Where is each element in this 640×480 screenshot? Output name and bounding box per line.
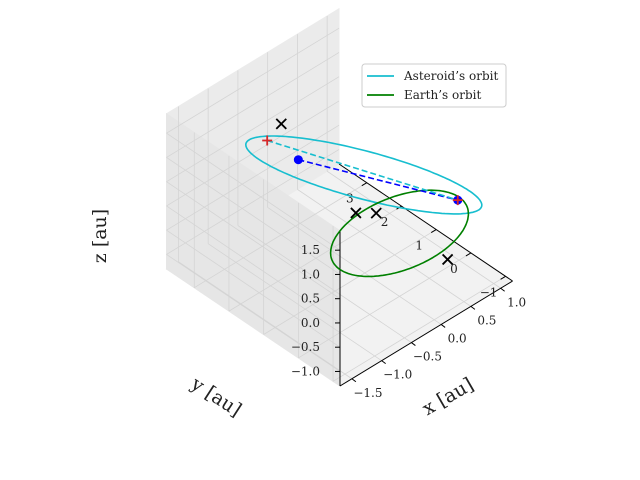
grid-line-y-floor (228, 205, 402, 312)
grid-line-x-floor (207, 243, 382, 361)
y-tick-label: 1 (415, 239, 423, 253)
z-axis-label: z [au] (89, 209, 111, 263)
grid-line-x-floor (297, 189, 472, 307)
legend: Asteroid’s orbit Earth’s orbit (361, 63, 507, 108)
x-tick-mark (411, 342, 416, 346)
z-tick-label: 0.0 (301, 316, 320, 330)
y-axis-line (338, 163, 513, 282)
grid-line-z-side (166, 157, 341, 275)
point-marker-circle (293, 155, 303, 165)
y-tick-label: −1 (480, 285, 498, 299)
x-tick-mark (470, 305, 476, 310)
earth-orbit-line (329, 189, 470, 278)
grid-line-z-side (166, 181, 341, 300)
grid-line-x-floor (237, 225, 412, 343)
x-tick-mark (351, 378, 357, 383)
legend-label: Earth’s orbit (404, 88, 481, 102)
grid-line-y-floor (263, 229, 437, 335)
legend-label: Asteroid’s orbit (403, 69, 498, 83)
x-tick-mark (440, 324, 446, 328)
x-tick-label: −1.5 (353, 386, 382, 400)
x-tick-label: −0.5 (413, 350, 442, 364)
grid-line-x-floor (178, 261, 353, 380)
x-tick-label: 0.5 (477, 313, 496, 327)
x-tick-mark (500, 287, 505, 292)
grid-line-z-side (166, 205, 341, 324)
z-tick-label: −0.5 (291, 340, 320, 354)
grid-line-y-floor (194, 182, 368, 289)
grid-line-z-side (166, 254, 341, 372)
y-tick-mark (430, 229, 437, 233)
z-tick-label: 1.5 (301, 243, 320, 257)
point-marker-x (441, 253, 454, 266)
grid-line-z-back (166, 149, 340, 255)
z-tick-label: 1.0 (301, 267, 320, 281)
grid-line-z-back (166, 100, 340, 207)
grid-line-z-back (166, 27, 340, 134)
y-tick-label: 3 (346, 192, 354, 206)
y-axis-label: y [au] (186, 372, 245, 421)
x-tick-label: 1.0 (507, 295, 526, 309)
grid-line-z-side (166, 132, 341, 251)
y-tick-mark (500, 275, 506, 280)
y-tick-mark (361, 182, 368, 187)
grid-lines (166, 16, 506, 382)
point-marker-plus (262, 135, 273, 146)
asteroid-orbit-line (244, 135, 483, 215)
grid-line-x-floor (326, 170, 501, 289)
point-marker-x (350, 207, 362, 219)
grid-line-x-floor (267, 207, 442, 325)
axis-lines (335, 163, 513, 387)
legend-box (361, 63, 507, 108)
point-marker-x (370, 207, 382, 219)
point-marker-plus (452, 195, 463, 206)
point-markers (262, 118, 463, 266)
tick-labels: −1.5−1.0−0.50.00.51.0−10123−1.0−0.50.00.… (291, 192, 526, 400)
grid-line-z-back (166, 124, 340, 231)
x-tick-mark (381, 360, 386, 365)
y-tick-label: 0 (450, 262, 458, 276)
orbit-curves (244, 135, 483, 278)
dashed-connector-line (266, 139, 459, 201)
grid-line-z-back (166, 76, 340, 183)
z-tick-label: −1.0 (291, 364, 320, 378)
grid-line-y-floor (332, 275, 506, 382)
x-axis-line (339, 280, 513, 387)
z-tick-label: 0.5 (301, 292, 320, 306)
x-tick-label: 0.0 (448, 331, 467, 345)
x-tick-label: −1.0 (383, 368, 412, 382)
dashed-connector-line (298, 158, 458, 201)
grid-line-z-side (166, 229, 341, 348)
x-axis-label: x [au] (419, 373, 478, 420)
y-tick-mark (465, 252, 472, 257)
grid-line-z-back (166, 52, 340, 158)
point-marker-x (275, 118, 287, 130)
y-tick-label: 2 (381, 215, 389, 229)
grid-line-y-floor (298, 252, 472, 359)
